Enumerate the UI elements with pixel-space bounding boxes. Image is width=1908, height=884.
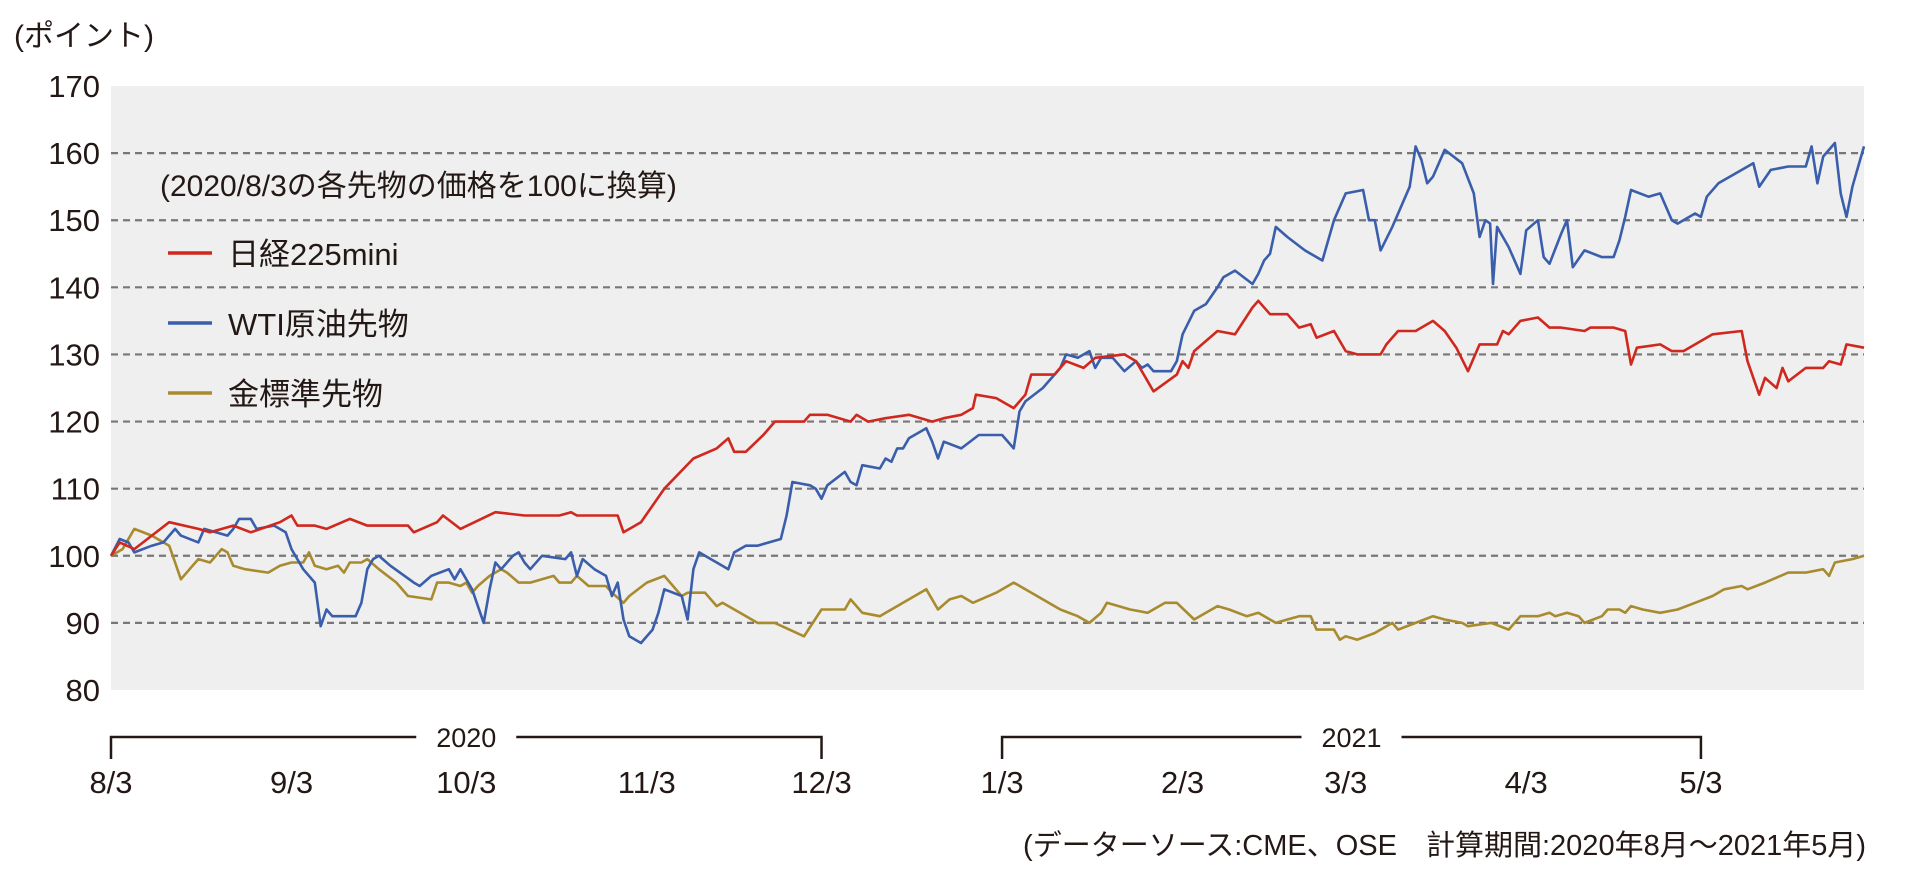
year-bracket [109, 735, 823, 759]
y-tick-label: 170 [48, 69, 100, 104]
annotation-note: (2020/8/3の各先物の価格を100に換算) [160, 170, 677, 203]
x-tick-label: 11/3 [618, 765, 676, 800]
x-tick-label: 9/3 [270, 765, 313, 800]
y-tick-label: 100 [48, 539, 100, 574]
year-label: 2020 [436, 723, 496, 753]
y-tick-label: 160 [48, 136, 100, 171]
x-tick-label: 4/3 [1505, 765, 1548, 800]
series-line [110, 527, 1865, 642]
x-tick-label: 1/3 [981, 765, 1024, 800]
y-tick-label: 80 [66, 673, 100, 708]
y-tick-label: 150 [48, 203, 100, 238]
x-tick-label: 3/3 [1324, 765, 1367, 800]
series-line [109, 141, 1866, 645]
series-line [109, 299, 1865, 557]
y-tick-label: 120 [48, 405, 100, 440]
y-tick-label: 130 [48, 337, 100, 372]
y-axis-label: (ポイント) [14, 20, 154, 53]
x-tick-label: 12/3 [791, 765, 851, 800]
footnote: (データーソース:CME、OSE 計算期間:2020年8月〜2021年5月) [1023, 829, 1866, 862]
legend-label: 金標準先物 [228, 377, 383, 412]
x-tick-label: 10/3 [436, 765, 496, 800]
year-bracket [1000, 735, 1703, 759]
y-tick-label: 140 [48, 270, 100, 305]
year-label: 2021 [1321, 723, 1381, 753]
y-tick-label: 90 [66, 606, 100, 641]
x-tick-label: 8/3 [89, 765, 132, 800]
y-tick-label: 110 [51, 472, 100, 507]
legend-label: 日経225mini [228, 237, 399, 272]
x-tick-label: 5/3 [1679, 765, 1722, 800]
x-tick-label: 2/3 [1161, 765, 1204, 800]
legend-label: WTI原油先物 [228, 307, 409, 342]
